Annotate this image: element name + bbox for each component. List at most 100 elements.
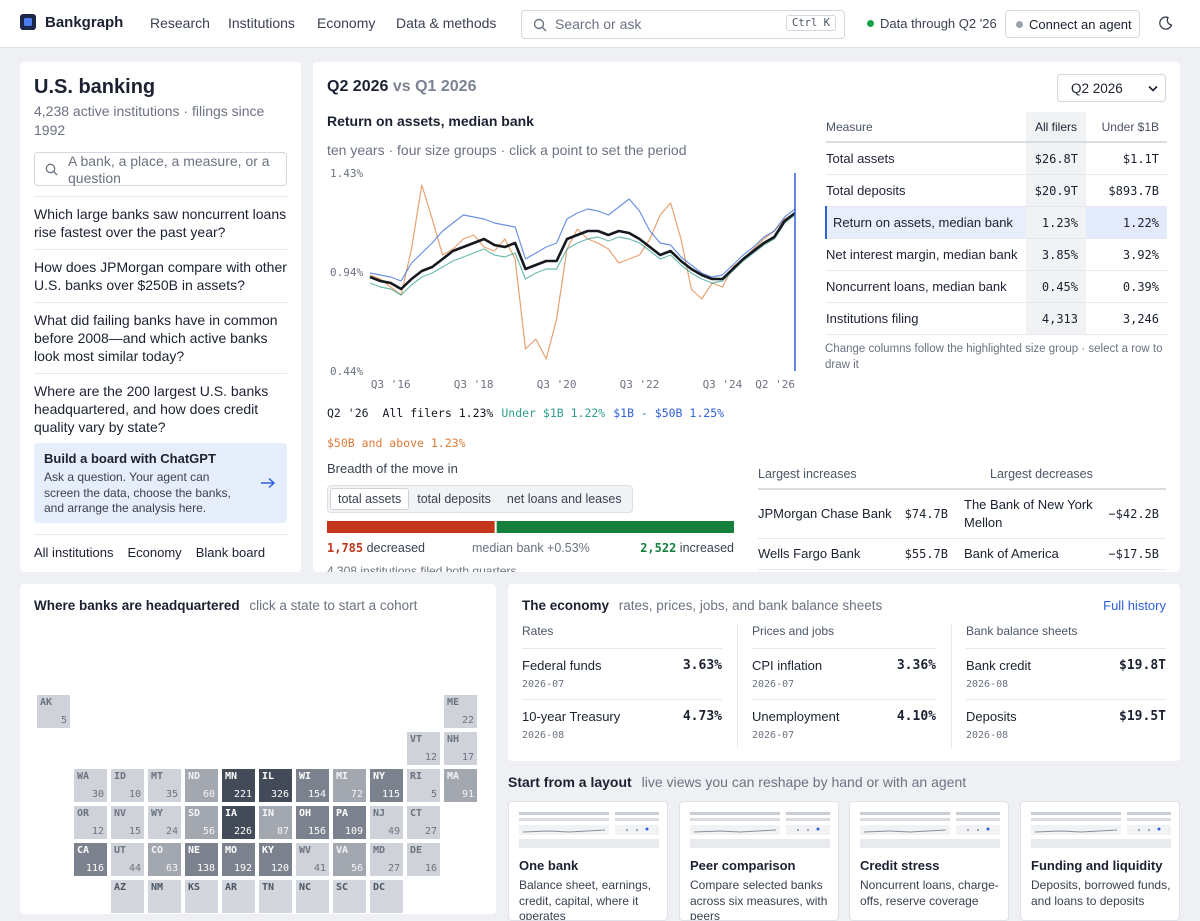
question[interactable]: What did failing banks have in common be… [34, 302, 287, 373]
state-tile[interactable]: WV 41 [296, 843, 329, 876]
state-count: 22 [461, 715, 474, 726]
state-tile[interactable]: AK 5 [37, 695, 70, 728]
state-tile[interactable]: NC [296, 880, 329, 913]
breadth-tab[interactable]: total deposits [417, 492, 491, 506]
breadth-tab[interactable]: total assets [330, 488, 410, 510]
sidebar-search-placeholder: A bank, a place, a measure, or a questio… [68, 153, 270, 186]
state-tile[interactable]: VA 56 [333, 843, 366, 876]
table-row[interactable]: Total assets $26.8T $1.1T [826, 142, 1167, 175]
state-tile[interactable]: PA 109 [333, 806, 366, 839]
sidebar-link[interactable]: Blank board [195, 545, 266, 560]
state-tile[interactable]: IL 326 [259, 769, 292, 802]
layout-card[interactable]: One bank Balance sheet, earnings, credit,… [508, 801, 668, 921]
search-box[interactable]: Search or ask Ctrl K [521, 10, 845, 39]
state-tile[interactable]: DE 16 [407, 843, 440, 876]
state-tile[interactable]: MI 72 [333, 769, 366, 802]
sidebar-search[interactable]: A bank, a place, a measure, or a questio… [34, 152, 287, 186]
state-tile[interactable]: KY 120 [259, 843, 292, 876]
state-tile[interactable]: ME 22 [444, 695, 477, 728]
state-tile[interactable]: IA 226 [222, 806, 255, 839]
layout-card[interactable]: Credit stress Noncurrent loans, charge-of… [849, 801, 1009, 921]
table-row[interactable]: Noncurrent loans, median bank 0.45% 0.39% [826, 270, 1167, 303]
mover-name[interactable]: Capital One [948, 569, 1099, 572]
state-tile[interactable]: AZ [111, 880, 144, 913]
table-row[interactable]: Net interest margin, median bank 3.85% 3.9… [826, 238, 1167, 271]
state-tile[interactable]: NM [148, 880, 181, 913]
state-tile[interactable]: MA 91 [444, 769, 477, 802]
nav-link[interactable]: Institutions [228, 15, 295, 31]
state-tile[interactable]: SD 56 [185, 806, 218, 839]
layout-card[interactable]: Peer comparison Compare selected banks ac… [679, 801, 839, 921]
table-row[interactable]: Total deposits $20.9T $893.7B [826, 174, 1167, 207]
state-abbr: OR [77, 808, 90, 819]
state-abbr: CA [77, 845, 90, 856]
layout-card[interactable]: Funding and liquidity Deposits, borrowed … [1020, 801, 1180, 921]
economy-item[interactable]: Bank credit $19.8T 2026-08 [966, 649, 1166, 700]
brand[interactable]: Bankgraph [45, 14, 124, 31]
state-tile[interactable]: KS [185, 880, 218, 913]
state-tile[interactable]: MN 221 [222, 769, 255, 802]
theme-toggle[interactable] [1159, 16, 1173, 30]
state-tile[interactable]: NE 138 [185, 843, 218, 876]
state-tile[interactable]: NJ 49 [370, 806, 403, 839]
state-tile[interactable]: NH 17 [444, 732, 477, 765]
state-tile[interactable]: DC [370, 880, 403, 913]
nav-link[interactable]: Research [150, 15, 210, 31]
state-tile[interactable]: VT 12 [407, 732, 440, 765]
mover-name[interactable]: Wells Fargo Bank [758, 538, 893, 570]
state-tile[interactable]: MO 192 [222, 843, 255, 876]
mover-name[interactable]: Bank of America [948, 538, 1099, 570]
column-header[interactable]: Under $1B [1086, 112, 1167, 143]
state-tile[interactable]: UT 44 [111, 843, 144, 876]
economy-item[interactable]: Unemployment 4.10% 2026-07 [752, 700, 936, 750]
economy-group: Prices and jobs CPI inflation 3.36% 2026-07… [752, 624, 936, 750]
economy-item[interactable]: 10-year Treasury 4.73% 2026-08 [522, 700, 722, 750]
state-abbr: WV [299, 845, 312, 856]
state-tile[interactable]: MD 27 [370, 843, 403, 876]
economy-item[interactable]: Federal funds 3.63% 2026-07 [522, 649, 722, 700]
state-tile[interactable]: OH 156 [296, 806, 329, 839]
economy-item[interactable]: CPI inflation 3.36% 2026-07 [752, 649, 936, 700]
state-tile[interactable]: CO 63 [148, 843, 181, 876]
question[interactable]: How does JPMorgan compare with other U.S… [34, 249, 287, 302]
logo [20, 14, 36, 30]
question[interactable]: Where are the 200 largest U.S. banks hea… [34, 373, 287, 444]
mover-name[interactable]: The Bank of New York Mellon [948, 489, 1099, 539]
state-tile[interactable]: OR 12 [74, 806, 107, 839]
state-tile[interactable]: AR [222, 880, 255, 913]
state-tile[interactable]: WA 30 [74, 769, 107, 802]
state-tile[interactable]: WI 154 [296, 769, 329, 802]
mover-name[interactable]: JPMorgan Chase Bank [758, 489, 893, 539]
state-tile[interactable]: WY 24 [148, 806, 181, 839]
state-tile[interactable]: SC [333, 880, 366, 913]
breadth-tab[interactable]: net loans and leases [506, 492, 622, 506]
state-tile[interactable]: NY 115 [370, 769, 403, 802]
state-tile[interactable]: IN 87 [259, 806, 292, 839]
state-tile[interactable]: CT 27 [407, 806, 440, 839]
search-icon [533, 18, 547, 32]
table-row[interactable]: Institutions filing 4,313 3,246 [826, 302, 1167, 335]
nav-link[interactable]: Data & methods [396, 15, 497, 31]
state-tile[interactable]: CA 116 [74, 843, 107, 876]
sidebar-link[interactable]: Economy [127, 545, 182, 560]
mover-name[interactable]: Citibank [758, 569, 893, 572]
table-row[interactable]: Return on assets, median bank 1.23% 1.22% [825, 206, 1167, 239]
promo[interactable]: Build a board with ChatGPT Ask a questio… [34, 443, 287, 523]
state-tile[interactable]: NV 15 [111, 806, 144, 839]
column-header[interactable]: All filers [1026, 112, 1086, 143]
sidebar-link[interactable]: All institutions [34, 545, 114, 560]
state-tile[interactable]: MT 35 [148, 769, 181, 802]
roa-chart[interactable]: 1.43% 0.94% 0.44% Q3 '16 Q3 '18 Q3 '20 Q3 '22 Q… [313, 162, 803, 394]
y-tick-label: 0.94% [330, 266, 363, 279]
rect [1031, 818, 1121, 821]
period-select[interactable]: Q2 2026 [1057, 74, 1166, 102]
economy-item[interactable]: Deposits $19.5T 2026-08 [966, 700, 1166, 750]
state-tile[interactable]: ND 60 [185, 769, 218, 802]
state-tile[interactable]: RI 5 [407, 769, 440, 802]
state-tile[interactable]: ID 10 [111, 769, 144, 802]
nav-link[interactable]: Economy [317, 15, 376, 31]
state-tile[interactable]: TN [259, 880, 292, 913]
question[interactable]: Which large banks saw noncurrent loans r… [34, 196, 287, 249]
connect-button[interactable]: Connect an agent [1005, 10, 1140, 38]
economy-link[interactable]: Full history [1103, 598, 1166, 613]
